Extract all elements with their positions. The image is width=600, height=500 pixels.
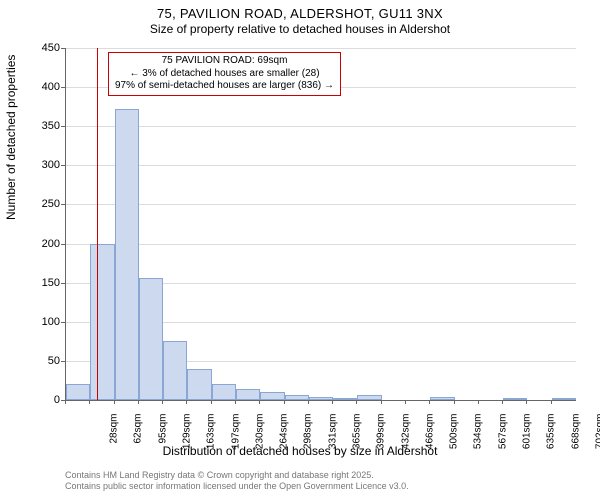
x-tick-mark — [138, 400, 139, 404]
x-tick-label: 264sqm — [279, 414, 290, 454]
y-tick-label: 150 — [30, 277, 60, 289]
x-tick-mark — [284, 400, 285, 404]
x-tick-label: 466sqm — [424, 414, 435, 454]
histogram-bar — [260, 392, 284, 400]
gridline — [66, 165, 576, 166]
x-tick-mark — [454, 400, 455, 404]
y-tick-mark — [61, 126, 65, 127]
histogram-bar — [212, 384, 236, 400]
chart-title-block: 75, PAVILION ROAD, ALDERSHOT, GU11 3NX S… — [0, 0, 600, 36]
x-tick-label: 197sqm — [230, 414, 241, 454]
y-tick-mark — [61, 48, 65, 49]
y-tick-label: 250 — [30, 198, 60, 210]
histogram-bar — [187, 369, 211, 400]
y-tick-label: 400 — [30, 81, 60, 93]
x-tick-label: 399sqm — [376, 414, 387, 454]
footer-line: Contains public sector information licen… — [65, 481, 409, 492]
histogram-bar — [333, 398, 357, 400]
x-tick-mark — [381, 400, 382, 404]
x-tick-mark — [429, 400, 430, 404]
annotation-line: 97% of semi-detached houses are larger (… — [115, 80, 334, 93]
x-tick-label: 601sqm — [521, 414, 532, 454]
x-tick-mark — [551, 400, 552, 404]
x-tick-label: 567sqm — [497, 414, 508, 454]
x-tick-label: 365sqm — [351, 414, 362, 454]
x-tick-mark — [259, 400, 260, 404]
x-tick-label: 668sqm — [570, 414, 581, 454]
gridline — [66, 244, 576, 245]
y-tick-mark — [61, 283, 65, 284]
x-tick-mark — [65, 400, 66, 404]
x-tick-mark — [186, 400, 187, 404]
x-tick-mark — [332, 400, 333, 404]
histogram-bar — [66, 384, 90, 400]
histogram-bar — [115, 109, 139, 400]
y-tick-mark — [61, 87, 65, 88]
y-tick-label: 350 — [30, 120, 60, 132]
x-tick-label: 500sqm — [449, 414, 460, 454]
x-tick-mark — [235, 400, 236, 404]
x-tick-label: 331sqm — [327, 414, 338, 454]
x-tick-label: 95sqm — [157, 414, 168, 454]
histogram-bar — [552, 398, 576, 400]
histogram-bar — [503, 398, 527, 400]
y-tick-mark — [61, 322, 65, 323]
x-axis-label: Distribution of detached houses by size … — [0, 444, 600, 458]
histogram-bar — [357, 395, 381, 400]
y-tick-label: 50 — [30, 355, 60, 367]
annotation-line: 75 PAVILION ROAD: 69sqm — [115, 55, 334, 68]
gridline — [66, 126, 576, 127]
x-tick-label: 635sqm — [546, 414, 557, 454]
gridline — [66, 48, 576, 49]
x-tick-label: 129sqm — [181, 414, 192, 454]
y-tick-mark — [61, 361, 65, 362]
x-tick-label: 28sqm — [109, 414, 120, 454]
histogram-bar — [309, 397, 333, 400]
x-tick-mark — [405, 400, 406, 404]
x-tick-label: 432sqm — [400, 414, 411, 454]
reference-line — [97, 48, 98, 400]
histogram-bar — [163, 341, 187, 400]
y-axis-label: Number of detached properties — [4, 55, 18, 220]
x-tick-mark — [114, 400, 115, 404]
x-tick-label: 298sqm — [303, 414, 314, 454]
x-tick-label: 163sqm — [206, 414, 217, 454]
x-tick-mark — [211, 400, 212, 404]
y-tick-mark — [61, 165, 65, 166]
annotation-line: ← 3% of detached houses are smaller (28) — [115, 68, 334, 81]
y-tick-label: 200 — [30, 238, 60, 250]
histogram-bar — [90, 244, 114, 400]
x-tick-mark — [526, 400, 527, 404]
y-tick-label: 100 — [30, 316, 60, 328]
histogram-bar — [236, 389, 260, 400]
footer-line: Contains HM Land Registry data © Crown c… — [65, 470, 409, 481]
y-tick-mark — [61, 204, 65, 205]
chart-container: Number of detached properties 75 PAVILIO… — [0, 40, 600, 460]
x-tick-label: 534sqm — [473, 414, 484, 454]
x-tick-label: 230sqm — [254, 414, 265, 454]
y-tick-label: 450 — [30, 42, 60, 54]
plot-area: 75 PAVILION ROAD: 69sqm ← 3% of detached… — [65, 48, 576, 401]
annotation-box: 75 PAVILION ROAD: 69sqm ← 3% of detached… — [108, 52, 341, 96]
histogram-bar — [139, 278, 163, 400]
y-tick-label: 300 — [30, 159, 60, 171]
x-tick-mark — [308, 400, 309, 404]
y-tick-mark — [61, 244, 65, 245]
histogram-bar — [430, 397, 454, 400]
x-tick-label: 702sqm — [594, 414, 600, 454]
x-tick-label: 62sqm — [133, 414, 144, 454]
title-line2: Size of property relative to detached ho… — [0, 22, 600, 36]
x-tick-mark — [356, 400, 357, 404]
gridline — [66, 204, 576, 205]
x-tick-mark — [478, 400, 479, 404]
x-tick-mark — [162, 400, 163, 404]
x-tick-mark — [89, 400, 90, 404]
x-tick-mark — [502, 400, 503, 404]
title-line1: 75, PAVILION ROAD, ALDERSHOT, GU11 3NX — [0, 6, 600, 21]
histogram-bar — [285, 395, 309, 400]
y-tick-label: 0 — [30, 394, 60, 406]
footer-attribution: Contains HM Land Registry data © Crown c… — [65, 470, 409, 493]
